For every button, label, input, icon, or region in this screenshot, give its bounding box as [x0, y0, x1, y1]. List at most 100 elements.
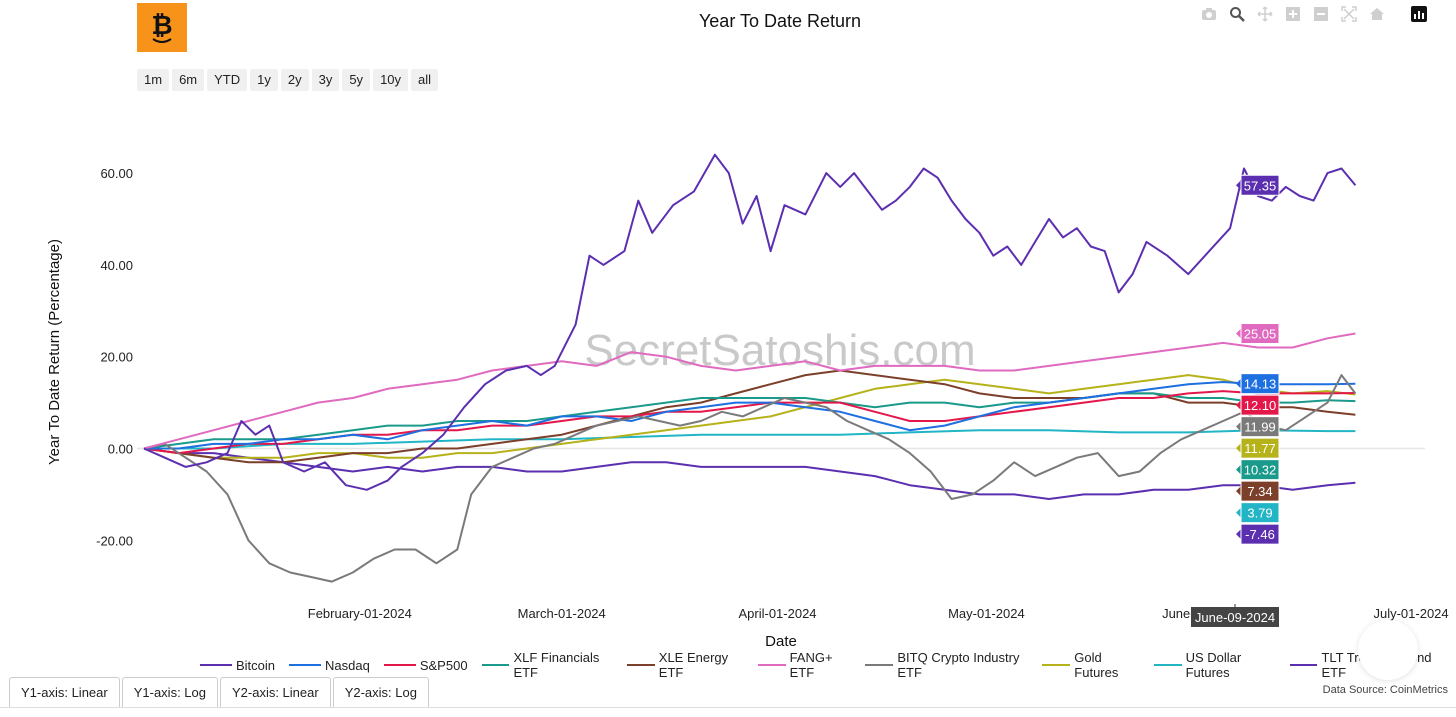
legend-label: Bitcoin: [236, 657, 276, 673]
end-label-usd: 3.79: [1236, 502, 1280, 524]
end-label-sp500: 12.10: [1236, 394, 1280, 416]
legend-item-bitcoin[interactable]: Bitcoin: [200, 650, 275, 680]
legend-item-xlf[interactable]: XLF Financials ETF: [481, 650, 613, 680]
legend-label: Gold Futures: [1074, 650, 1119, 680]
legend-swatch: [1042, 664, 1071, 666]
legend-item-sp500[interactable]: S&P500: [383, 650, 468, 680]
legend-swatch: [289, 664, 322, 666]
range-1y-button[interactable]: 1y: [250, 69, 278, 91]
x-axis-title: Date: [765, 633, 797, 650]
y1-linear-tab[interactable]: Y1-axis: Linear: [9, 677, 120, 708]
series-line-nasdaq[interactable]: [144, 381, 1356, 450]
end-label-gold: 11.77: [1236, 437, 1280, 459]
chart-toolbar: [1200, 4, 1428, 24]
end-label-fang: 25.05: [1236, 323, 1280, 345]
camera-icon[interactable]: [1200, 5, 1218, 23]
reset-icon[interactable]: [1368, 5, 1386, 23]
end-label-bitq: 11.99: [1236, 416, 1280, 438]
legend-swatch: [1289, 664, 1318, 666]
range-ytd-button[interactable]: YTD: [207, 69, 248, 91]
range-all-button[interactable]: all: [411, 69, 439, 91]
range-5y-button[interactable]: 5y: [342, 69, 371, 91]
end-label-value: 12.10: [1244, 398, 1277, 413]
data-source-label: Data Source: CoinMetrics: [1322, 684, 1448, 696]
legend-label: US Dollar Futures: [1185, 650, 1242, 680]
x-tick-label: March-01-2024: [518, 606, 606, 621]
legend-label: FANG+ ETF: [789, 650, 833, 680]
series-line-usd[interactable]: [144, 429, 1356, 450]
x-tick-label: April-01-2024: [738, 606, 816, 621]
legend-item-fang[interactable]: FANG+ ETF: [757, 650, 852, 680]
x-tick-label: February-01-2024: [308, 606, 412, 621]
end-label-value: 25.05: [1244, 327, 1277, 342]
series-line-fang[interactable]: [143, 332, 1356, 450]
legend-swatch: [200, 664, 232, 666]
end-label-value: 14.13: [1244, 377, 1277, 392]
legend-item-usd[interactable]: US Dollar Futures: [1153, 650, 1276, 680]
legend-swatch: [626, 664, 655, 666]
series-line-bitcoin[interactable]: [143, 153, 1357, 491]
series-line-bitq[interactable]: [143, 374, 1357, 583]
range-6m-button[interactable]: 6m: [172, 69, 205, 91]
end-label-xle: 7.34: [1236, 480, 1280, 502]
x-tick-label: July-01-2024: [1373, 606, 1448, 621]
end-label-nasdaq: 14.13: [1236, 373, 1280, 395]
legend-item-gold[interactable]: Gold Futures: [1042, 650, 1139, 680]
legend-item-bitq[interactable]: BITQ Crypto Industry ETF: [865, 650, 1028, 680]
y-tick-label: 20.00: [100, 350, 133, 365]
end-label-value: 11.99: [1244, 420, 1276, 435]
legend-swatch: [1153, 664, 1182, 666]
legend-swatch: [865, 664, 894, 666]
hover-date-label: June-09-2024: [1195, 610, 1275, 625]
expand-button[interactable]: [1358, 620, 1418, 680]
range-selector: 1m 6m YTD 1y 2y 3y 5y 10y all: [137, 69, 439, 91]
series-line-xlf[interactable]: [143, 392, 1356, 450]
hover-date-box: [1191, 607, 1279, 627]
y1-log-tab[interactable]: Y1-axis: Log: [121, 677, 218, 708]
y2-linear-tab[interactable]: Y2-axis: Linear: [219, 677, 331, 708]
zoom-out-icon[interactable]: [1312, 5, 1330, 23]
legend-item-xle[interactable]: XLE Energy ETF: [626, 650, 744, 680]
end-label-value: 10.32: [1244, 463, 1277, 478]
axis-scale-tabs: Y1-axis: Linear Y1-axis: Log Y2-axis: Li…: [9, 677, 431, 708]
legend-swatch: [757, 664, 786, 666]
legend-swatch: [383, 664, 416, 666]
chart-title: Year To Date Return: [698, 11, 862, 31]
watermark: SecretSatoshis.com: [584, 326, 975, 375]
y2-log-tab[interactable]: Y2-axis: Log: [332, 677, 429, 708]
autoscale-icon[interactable]: [1340, 5, 1358, 23]
zoom-icon[interactable]: [1228, 5, 1246, 23]
range-2y-button[interactable]: 2y: [280, 69, 309, 91]
end-label-xlf: 10.32: [1236, 459, 1280, 481]
end-label-value: 7.34: [1247, 484, 1272, 499]
end-label-value: 3.79: [1247, 506, 1272, 521]
y-tick-label: 0.00: [108, 442, 133, 457]
chart-legend: Bitcoin Nasdaq S&P500 XLF Financials ETF XLE…: [200, 650, 1456, 680]
end-label-value: 57.35: [1244, 178, 1277, 193]
series-line-tlt[interactable]: [143, 447, 1356, 500]
pan-icon[interactable]: [1256, 5, 1274, 23]
range-1m-button[interactable]: 1m: [137, 69, 170, 91]
legend-label: XLE Energy ETF: [658, 650, 729, 680]
tab-baseline: [0, 707, 1456, 708]
svg-text:₿: ₿: [151, 10, 172, 40]
x-tick-label: May-01-2024: [948, 606, 1025, 621]
plotly-logo-icon[interactable]: [1410, 5, 1428, 23]
legend-item-nasdaq[interactable]: Nasdaq: [289, 650, 370, 680]
range-3y-button[interactable]: 3y: [311, 69, 340, 91]
legend-label: BITQ Crypto Industry ETF: [897, 650, 1020, 680]
end-label-tlt: -7.46: [1236, 523, 1280, 545]
legend-label: Nasdaq: [325, 657, 370, 673]
y-tick-label: 60.00: [100, 166, 133, 181]
legend-label: S&P500: [419, 657, 468, 673]
zoom-in-icon[interactable]: [1284, 5, 1302, 23]
legend-label: XLF Financials ETF: [513, 650, 600, 680]
y-tick-label: 40.00: [100, 258, 133, 273]
end-label-value: 11.77: [1244, 441, 1276, 456]
y-axis-title: Year To Date Return (Percentage): [46, 239, 63, 465]
end-label-value: -7.46: [1245, 527, 1275, 542]
end-label-bitcoin: 57.35: [1236, 174, 1280, 196]
secret-satoshis-logo: ₿: [137, 3, 187, 52]
range-10y-button[interactable]: 10y: [373, 69, 409, 91]
